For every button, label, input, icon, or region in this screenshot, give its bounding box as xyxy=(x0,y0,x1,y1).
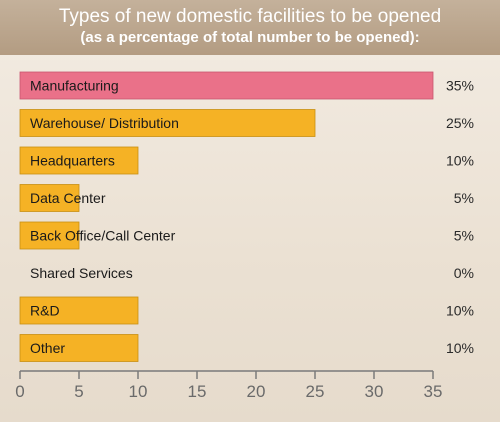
category-label-other: Other xyxy=(30,340,65,356)
bar-back-office-call-center xyxy=(19,221,80,250)
x-tick-label-35: 35 xyxy=(424,382,443,401)
x-tick-label-10: 10 xyxy=(129,382,148,401)
value-label-headquarters: 10% xyxy=(446,153,474,169)
value-label-other: 10% xyxy=(446,340,474,356)
title-band: Types of new domestic facilities to be o… xyxy=(0,0,500,55)
category-label-manufacturing: Manufacturing xyxy=(30,78,119,94)
x-tick-label-20: 20 xyxy=(247,382,266,401)
category-label-warehouse-distribution: Warehouse/ Distribution xyxy=(30,115,179,131)
chart-subtitle: (as a percentage of total number to be o… xyxy=(80,29,420,46)
chart-title: Types of new domestic facilities to be o… xyxy=(58,6,442,27)
bar-warehouse-distribution xyxy=(19,109,316,137)
value-label-warehouse-distribution: 25% xyxy=(446,115,474,131)
value-label-data-center: 5% xyxy=(454,190,474,206)
value-label-shared-services: 0% xyxy=(454,265,474,281)
bar-other xyxy=(19,334,139,362)
value-label-manufacturing: 35% xyxy=(446,78,474,94)
value-label-r-d: 10% xyxy=(446,303,474,319)
x-tick-label-5: 5 xyxy=(74,382,83,401)
category-label-shared-services: Shared Services xyxy=(30,265,133,281)
x-tick-label-15: 15 xyxy=(188,382,207,401)
bar-headquarters xyxy=(19,146,139,175)
category-label-r-d: R&D xyxy=(30,303,60,319)
category-label-data-center: Data Center xyxy=(30,190,106,206)
bar-manufacturing xyxy=(19,71,434,100)
value-label-back-office-call-center: 5% xyxy=(454,228,474,244)
bar-data-center xyxy=(19,184,80,212)
x-tick-label-30: 30 xyxy=(365,382,384,401)
x-tick-label-25: 25 xyxy=(306,382,325,401)
category-label-back-office-call-center: Back Office/Call Center xyxy=(30,228,176,244)
bar-r-d xyxy=(19,296,139,325)
category-label-headquarters: Headquarters xyxy=(30,153,115,169)
x-tick-label-0: 0 xyxy=(15,382,24,401)
